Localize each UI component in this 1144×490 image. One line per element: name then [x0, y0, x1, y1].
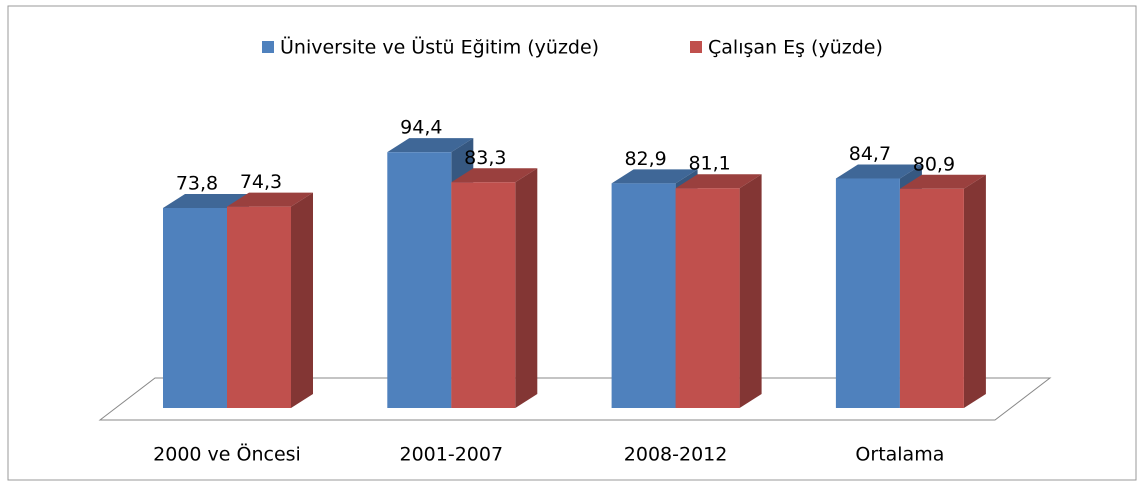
- data-label: 83,3: [464, 147, 506, 169]
- bar-top: [227, 192, 313, 207]
- legend-swatch: [262, 41, 274, 53]
- bar-top: [675, 174, 762, 189]
- bar-top: [835, 164, 922, 179]
- data-label: 94,4: [400, 117, 442, 139]
- bar: [227, 206, 291, 408]
- data-label: 84,7: [849, 143, 891, 165]
- data-label: 82,9: [624, 148, 666, 170]
- floor: [98, 377, 1052, 421]
- x-tick-label: 2008-2012: [624, 444, 728, 466]
- bar: [835, 178, 900, 408]
- bar-side: [963, 174, 986, 408]
- data-label: 80,9: [913, 153, 955, 175]
- bar-top: [611, 169, 698, 184]
- bar: [899, 188, 964, 408]
- bar-top: [451, 168, 538, 183]
- bar: [611, 183, 676, 408]
- bar-side: [515, 168, 538, 408]
- data-label: 74,3: [240, 171, 282, 193]
- x-tick-label: 2001-2007: [400, 444, 504, 466]
- bar-top: [899, 174, 986, 189]
- legend-swatch: [690, 41, 702, 53]
- bar: [675, 188, 740, 408]
- bar-top: [163, 194, 249, 209]
- data-label: 73,8: [176, 173, 218, 195]
- legend-label: Çalışan Eş (yüzde): [708, 37, 883, 59]
- bar: [451, 182, 516, 408]
- data-label: 81,1: [688, 153, 730, 175]
- bar-top: [387, 138, 474, 153]
- bar: [387, 152, 452, 408]
- bar-side: [739, 174, 762, 408]
- bar-side: [291, 192, 313, 408]
- bar: [163, 208, 227, 408]
- x-tick-label: 2000 ve Öncesi: [153, 443, 301, 466]
- x-tick-label: Ortalama: [855, 444, 944, 466]
- legend-label: Üniversite ve Üstü Eğitim (yüzde): [280, 36, 599, 59]
